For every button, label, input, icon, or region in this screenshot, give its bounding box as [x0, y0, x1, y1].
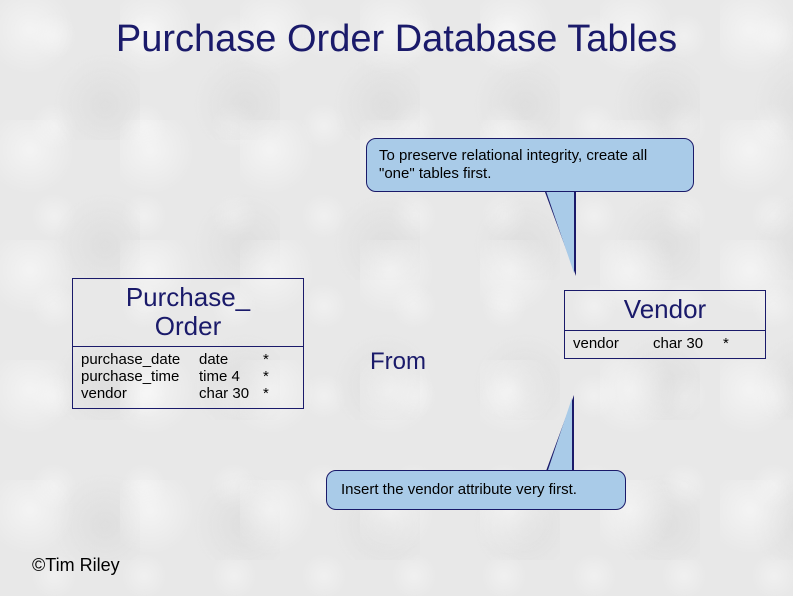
field-type: char 30 [199, 385, 263, 402]
field-required: * [723, 335, 737, 352]
field-required: * [263, 385, 277, 402]
field-row: vendor char 30 * [573, 335, 757, 352]
entity-vendor: Vendor vendor char 30 * [564, 290, 766, 359]
field-name: vendor [81, 385, 199, 402]
callout-top-tail-fill [544, 185, 574, 273]
entity-name-line: Purchase_ [126, 282, 250, 312]
field-required: * [263, 368, 277, 385]
field-row: purchase_date date * [81, 351, 295, 368]
field-name: purchase_time [81, 368, 199, 385]
entity-header: Purchase_ Order [73, 279, 303, 347]
entity-purchase-order: Purchase_ Order purchase_date date * pur… [72, 278, 304, 409]
slide-title: Purchase Order Database Tables [0, 18, 793, 61]
copyright: ©Tim Riley [32, 555, 120, 576]
field-name: vendor [573, 335, 653, 352]
slide: Purchase Order Database Tables To preser… [0, 0, 793, 596]
callout-bottom-tail-fill [548, 398, 572, 470]
callout-top: To preserve relational integrity, create… [366, 138, 694, 192]
entity-body: purchase_date date * purchase_time time … [73, 347, 303, 408]
field-type: char 30 [653, 335, 723, 352]
field-row: purchase_time time 4 * [81, 368, 295, 385]
entity-body: vendor char 30 * [565, 331, 765, 358]
field-name: purchase_date [81, 351, 199, 368]
field-required: * [263, 351, 277, 368]
callout-bottom: Insert the vendor attribute very first. [326, 470, 626, 510]
relationship-label: From [370, 348, 426, 376]
field-row: vendor char 30 * [81, 385, 295, 402]
entity-name-line: Order [155, 311, 221, 341]
entity-header: Vendor [565, 291, 765, 331]
field-type: time 4 [199, 368, 263, 385]
field-type: date [199, 351, 263, 368]
